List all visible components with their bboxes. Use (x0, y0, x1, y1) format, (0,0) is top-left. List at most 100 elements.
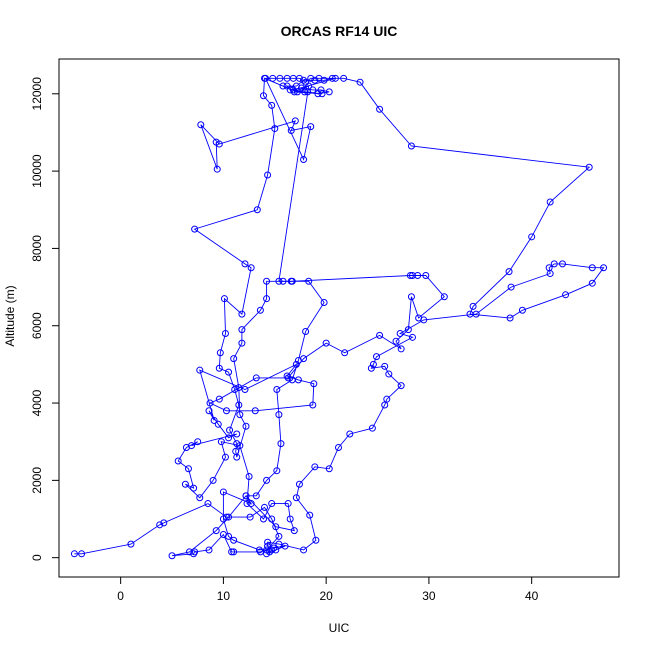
data-point (369, 360, 377, 368)
data-point (228, 548, 236, 556)
data-point (263, 476, 271, 484)
data-point (331, 74, 339, 82)
data-point (245, 472, 253, 480)
data-point (127, 540, 135, 548)
data-point (268, 500, 276, 508)
y-axis-label: Altitude (m) (3, 285, 17, 346)
data-point (376, 331, 384, 339)
data-point (300, 355, 308, 363)
data-point (206, 399, 214, 407)
data-point (256, 306, 264, 314)
data-point (562, 291, 570, 299)
data-point (264, 171, 272, 179)
data-point (518, 306, 526, 314)
y-tick-label: 8000 (30, 235, 44, 262)
data-point (196, 366, 204, 374)
data-point (215, 140, 223, 148)
data-point (356, 78, 364, 86)
data-point (252, 492, 260, 500)
data-point (226, 426, 234, 434)
data-point (300, 76, 308, 84)
data-point (294, 376, 302, 384)
data-point (373, 353, 381, 361)
data-point (283, 372, 291, 380)
data-point (585, 163, 593, 171)
data-point (275, 277, 283, 285)
plot-frame (58, 58, 620, 578)
y-tick-label: 10000 (30, 154, 44, 188)
data-point (558, 260, 566, 268)
data-point (217, 438, 225, 446)
data-point (272, 523, 280, 531)
data-point (271, 125, 279, 133)
data-point (305, 277, 313, 285)
data-point (506, 314, 514, 322)
data-point (346, 430, 354, 438)
data-point (263, 295, 271, 303)
data-point (307, 74, 315, 82)
data-point (546, 270, 554, 278)
data-point (194, 438, 202, 446)
data-point (242, 492, 250, 500)
data-point (279, 82, 287, 90)
data-point (275, 411, 283, 419)
y-tick-label: 0 (30, 554, 44, 561)
x-axis-label: UIC (329, 621, 350, 635)
data-point (376, 105, 384, 113)
data-point (505, 268, 513, 276)
data-point (408, 333, 416, 341)
data-point (310, 380, 318, 388)
data-point (408, 271, 416, 279)
data-point (220, 295, 228, 303)
x-tick-label: 10 (217, 589, 231, 603)
data-point (272, 546, 280, 554)
data-point (215, 395, 223, 403)
data-point (264, 538, 272, 546)
data-point (269, 74, 277, 82)
data-point (190, 550, 198, 558)
data-point (78, 550, 86, 558)
data-point (311, 76, 319, 84)
data-point (238, 310, 246, 318)
data-point (262, 74, 270, 82)
data-point (300, 156, 308, 164)
data-point (247, 500, 255, 508)
data-point (181, 480, 189, 488)
data-point (281, 542, 289, 550)
data-point (306, 511, 314, 519)
y-axis: 0 2000 4000 6000 8000 10000 12000 (30, 77, 60, 561)
data-point (238, 339, 246, 347)
data-point (204, 500, 212, 508)
series-layer (70, 74, 608, 560)
data-point (156, 521, 164, 529)
data-point (215, 364, 223, 372)
data-point (284, 500, 292, 508)
data-point (507, 283, 515, 291)
x-tick-label: 0 (117, 589, 124, 603)
data-point (588, 264, 596, 272)
data-point (588, 279, 596, 287)
data-point (259, 515, 267, 523)
data-point (268, 101, 276, 109)
data-point (406, 271, 414, 279)
data-point (290, 88, 298, 96)
data-point (253, 206, 261, 214)
data-point (221, 329, 229, 337)
data-point (196, 494, 204, 502)
data-point (70, 550, 78, 558)
data-point (273, 386, 281, 394)
y-tick-label: 12000 (30, 77, 44, 111)
data-point (318, 90, 326, 98)
x-axis: 0 10 20 30 40 (117, 576, 539, 603)
data-point (385, 370, 393, 378)
data-point (212, 527, 220, 535)
series-line (177, 77, 445, 555)
data-point (396, 329, 404, 337)
data-point (213, 165, 221, 173)
data-point (185, 548, 193, 556)
data-point (219, 488, 227, 496)
data-point (230, 355, 238, 363)
data-point (315, 74, 323, 82)
data-point (276, 74, 284, 82)
